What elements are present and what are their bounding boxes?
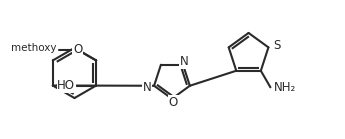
Text: O: O bbox=[73, 43, 82, 56]
Text: N: N bbox=[143, 81, 152, 94]
Text: NH₂: NH₂ bbox=[274, 81, 296, 94]
Text: methoxy: methoxy bbox=[11, 43, 57, 53]
Text: O: O bbox=[169, 96, 178, 109]
Text: HO: HO bbox=[57, 79, 75, 92]
Text: S: S bbox=[274, 39, 281, 53]
Text: N: N bbox=[180, 55, 188, 68]
